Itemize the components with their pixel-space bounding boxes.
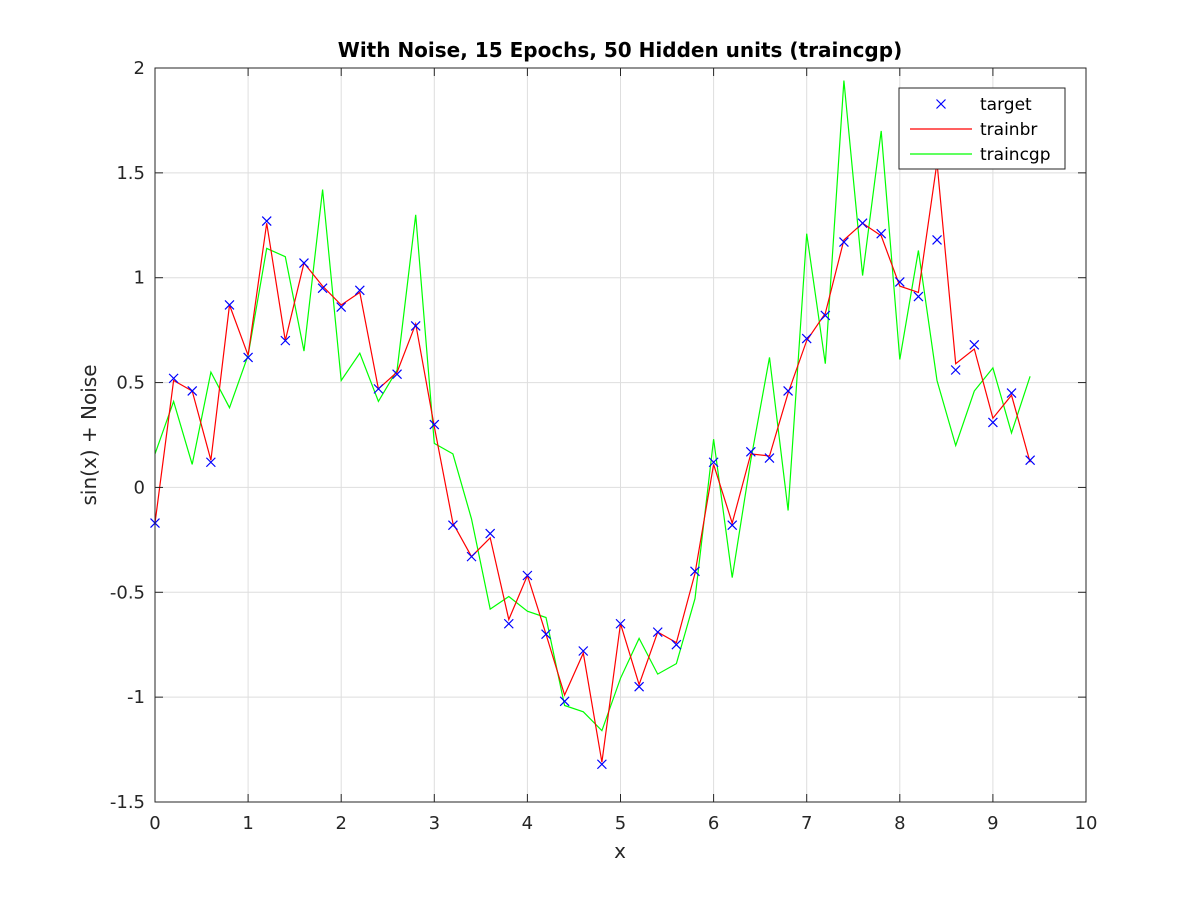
data-point-target — [541, 629, 551, 640]
x-tick-label: 6 — [708, 813, 719, 834]
data-point-target — [280, 335, 291, 346]
data-point-target — [392, 369, 402, 380]
series-target — [150, 216, 1036, 770]
chart-title: With Noise, 15 Epochs, 50 Hidden units (… — [338, 38, 902, 62]
data-point-target — [745, 446, 756, 457]
data-point-target — [317, 283, 328, 294]
data-point-target — [671, 639, 682, 650]
legend: target trainbr traincgp — [898, 87, 1066, 170]
x-tick-label: 5 — [615, 813, 626, 834]
data-point-target — [596, 759, 607, 770]
x-tick-label: 10 — [1075, 813, 1098, 834]
y-tick-label: 0.5 — [116, 373, 145, 394]
data-point-target — [950, 365, 961, 375]
series-traincgp — [154, 80, 1031, 732]
data-point-target — [299, 258, 309, 268]
data-point-target — [727, 520, 738, 531]
data-point-target — [503, 618, 514, 629]
data-point-target — [559, 696, 570, 707]
data-point-target — [708, 457, 719, 468]
ticks — [154, 67, 1087, 803]
data-point-target — [429, 419, 440, 430]
data-point-target — [261, 216, 272, 227]
series-layer — [150, 80, 1036, 770]
y-tick-label: -0.5 — [110, 582, 145, 603]
data-point-target — [522, 570, 533, 581]
data-point-target — [485, 528, 496, 539]
data-point-target — [410, 321, 421, 331]
y-tick-label: 0 — [134, 477, 145, 498]
x-tick-label: 3 — [429, 813, 440, 834]
x-tick-label: 4 — [522, 813, 533, 834]
data-point-target — [969, 339, 980, 350]
legend-items: target trainbr traincgp — [910, 95, 1051, 165]
data-point-target — [1006, 388, 1017, 398]
data-point-target — [466, 551, 477, 562]
data-point-target — [336, 302, 347, 312]
tick-labels: 0 1 2 3 4 5 6 7 8 9 10 -1.5 -1 -0.5 0 0.5 1 1.5 2 — [110, 58, 1098, 834]
y-tick-label: 1.5 — [116, 163, 145, 184]
series-line-trainbr — [154, 162, 1031, 763]
data-point-target — [894, 276, 905, 287]
legend-item-target: target — [936, 95, 1032, 115]
data-point-target — [373, 383, 384, 394]
data-point-target — [205, 457, 216, 468]
x-axis-label: x — [614, 839, 626, 863]
legend-label-trainbr: trainbr — [980, 120, 1037, 140]
legend-swatch-target — [936, 99, 946, 109]
x-tick-label: 9 — [987, 813, 998, 834]
data-point-target — [224, 300, 235, 310]
data-point-target — [857, 218, 868, 229]
data-point-target — [578, 646, 589, 656]
data-point-target — [764, 453, 775, 463]
y-tick-label: -1.5 — [110, 792, 145, 813]
data-point-target — [987, 417, 998, 428]
data-point-target — [820, 310, 831, 321]
data-point-target — [783, 386, 794, 396]
data-point-target — [168, 373, 179, 384]
data-point-target — [243, 352, 254, 363]
data-point-target — [1025, 455, 1036, 466]
legend-label-traincgp: traincgp — [980, 145, 1051, 165]
data-point-target — [634, 681, 645, 692]
x-tick-label: 8 — [894, 813, 905, 834]
data-point-target — [354, 285, 365, 296]
data-point-target — [839, 237, 849, 247]
y-axis-label: sin(x) + Noise — [77, 364, 101, 505]
y-tick-label: 1 — [134, 268, 145, 289]
legend-item-traincgp: traincgp — [910, 145, 1051, 165]
data-point-target — [932, 235, 942, 245]
data-point-target — [876, 228, 887, 239]
data-point-target — [801, 333, 812, 344]
x-tick-label: 1 — [242, 813, 253, 834]
legend-label-target: target — [980, 95, 1032, 115]
x-tick-label: 7 — [801, 813, 812, 834]
data-point-target — [690, 566, 700, 577]
x-tick-label: 0 — [149, 813, 160, 834]
y-tick-label: -1 — [127, 687, 145, 708]
series-line-traincgp — [154, 80, 1031, 732]
data-point-target — [652, 627, 663, 638]
x-tick-label: 2 — [335, 813, 346, 834]
y-tick-label: 2 — [134, 58, 145, 79]
data-point-target — [187, 386, 198, 396]
legend-item-trainbr: trainbr — [910, 120, 1037, 140]
data-point-target — [447, 520, 458, 531]
data-point-target — [913, 291, 924, 302]
data-point-target — [615, 618, 626, 629]
